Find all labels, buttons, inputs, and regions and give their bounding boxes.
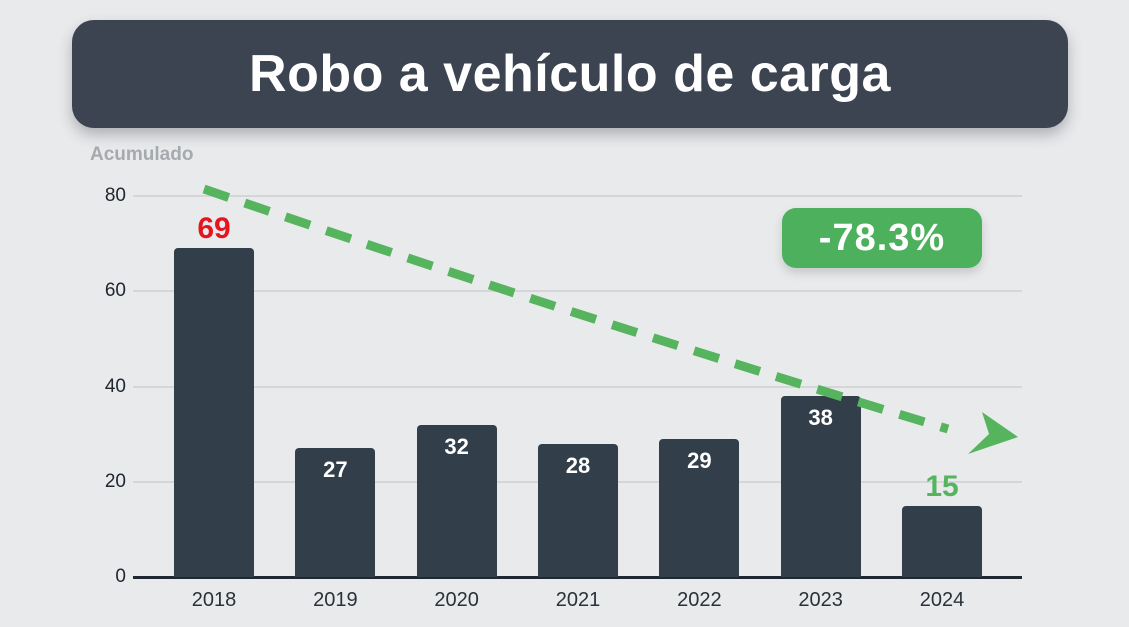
y-axis-tick-label: 80 <box>104 185 126 206</box>
bar <box>659 438 740 577</box>
x-axis-category-label: 2018 <box>191 589 237 611</box>
accumulated-label: Acumulado <box>90 144 194 165</box>
gridline <box>133 290 1022 293</box>
x-axis-category-label: 2024 <box>919 589 965 611</box>
y-axis-tick-label: 40 <box>104 375 126 397</box>
bar <box>538 443 618 577</box>
x-axis-category-label: 2020 <box>434 589 479 611</box>
y-axis-tick-label: 60 <box>104 280 126 302</box>
bar <box>902 505 982 577</box>
bar-value-label: 27 <box>323 457 348 483</box>
bar-value-label: 15 <box>925 469 959 503</box>
gridline <box>133 385 1022 388</box>
bar-value-label: 28 <box>565 452 591 478</box>
bar <box>174 248 254 577</box>
x-axis-category-label: 2023 <box>798 589 843 611</box>
y-axis-tick-label: 0 <box>115 566 126 587</box>
bar-value-label: 29 <box>687 447 712 473</box>
x-axis-line <box>133 576 1022 579</box>
bar-value-label: 69 <box>197 212 231 246</box>
x-axis-category-label: 2019 <box>313 589 358 611</box>
bar <box>295 448 376 577</box>
bar-value-label: 38 <box>808 405 833 431</box>
percent-change-badge: -78.3% <box>782 208 982 268</box>
page-title: Robo a vehículo de carga <box>249 45 891 103</box>
bar <box>416 424 497 577</box>
y-axis-tick-label: 20 <box>104 470 126 492</box>
title-banner: Robo a vehículo de carga <box>72 20 1068 128</box>
x-axis-category-label: 2021 <box>555 589 601 611</box>
gridline <box>133 195 1022 197</box>
bar-value-label: 32 <box>444 433 469 459</box>
x-axis-category-label: 2022 <box>677 589 722 611</box>
